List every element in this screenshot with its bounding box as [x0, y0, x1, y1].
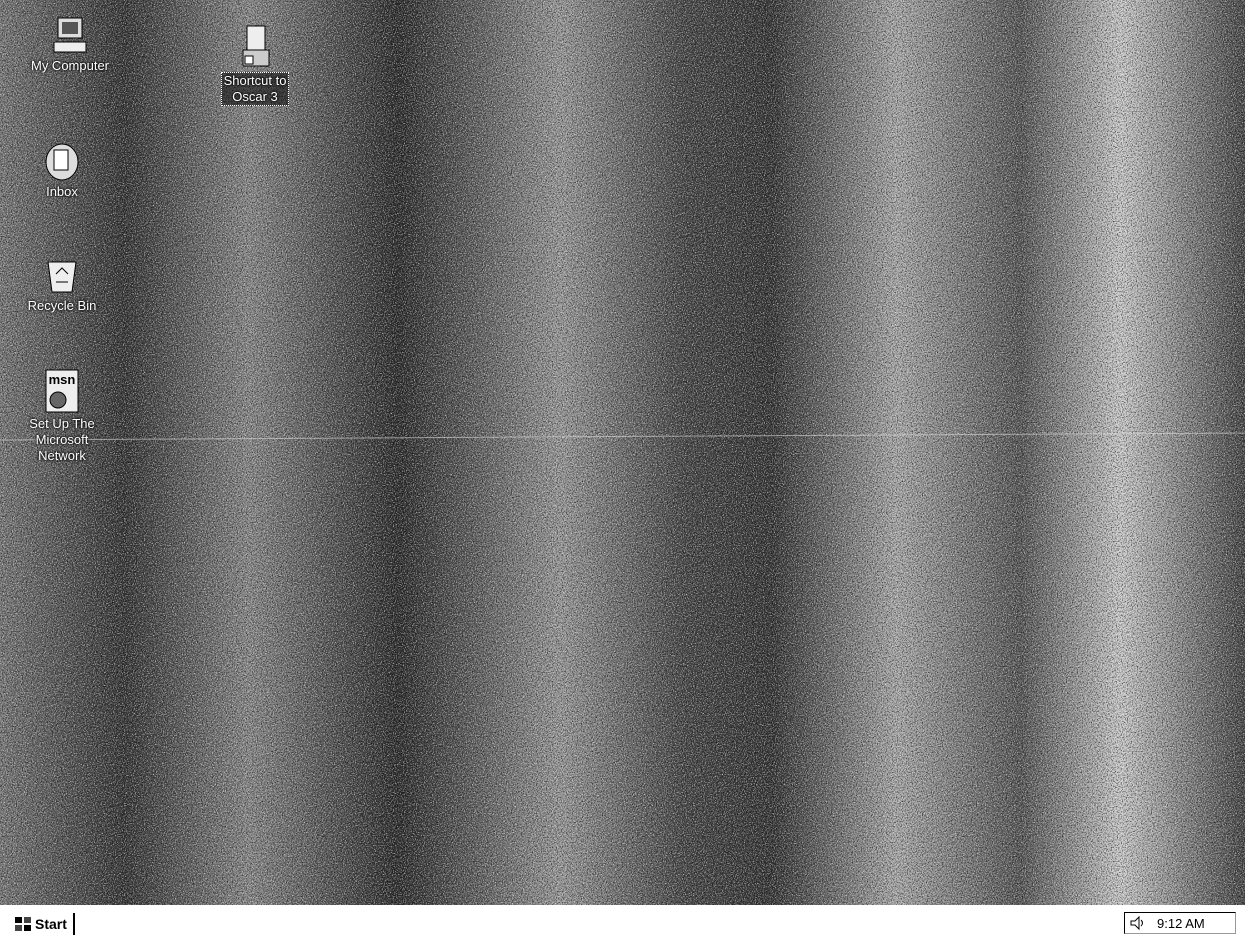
icon-label: Set Up The: [7, 416, 117, 432]
start-button[interactable]: Start: [14, 913, 75, 935]
start-label: Start: [35, 913, 67, 935]
icon-image: msn: [40, 366, 84, 416]
my-computer-icon[interactable]: My Computer: [15, 14, 125, 74]
icon-label: My Computer: [15, 58, 125, 74]
icon-label: Recycle Bin: [7, 298, 117, 314]
icon-label: Microsoft: [7, 432, 117, 448]
icon-image: [233, 22, 277, 72]
start-logo: [14, 916, 32, 932]
icon-label: Inbox: [7, 184, 117, 200]
svg-text:msn: msn: [49, 372, 76, 387]
recycle-bin-icon[interactable]: Recycle Bin: [7, 252, 117, 314]
icon-image: [40, 138, 84, 184]
clock[interactable]: 9:12 AM: [1157, 916, 1205, 931]
icon-label-box: Shortcut to Oscar 3: [221, 72, 290, 106]
icon-image: [48, 14, 92, 58]
volume-icon[interactable]: [1129, 915, 1145, 931]
shortcut-icon[interactable]: Shortcut to Oscar 3: [200, 22, 310, 106]
system-tray: 9:12 AM: [1124, 912, 1236, 934]
icon-image: [40, 252, 84, 298]
icon-label: Oscar 3: [224, 89, 287, 105]
msn-icon[interactable]: msn Set Up The Microsoft Network: [7, 366, 117, 464]
desktop-screen: My Computer Shortcut to Oscar 3 Inbox Re…: [0, 0, 1245, 939]
inbox-icon[interactable]: Inbox: [7, 138, 117, 200]
taskbar: Start 9:12 AM: [0, 905, 1245, 939]
wallpaper: [0, 0, 1245, 905]
icon-label: Network: [7, 448, 117, 464]
icon-label: Shortcut to: [224, 73, 287, 89]
